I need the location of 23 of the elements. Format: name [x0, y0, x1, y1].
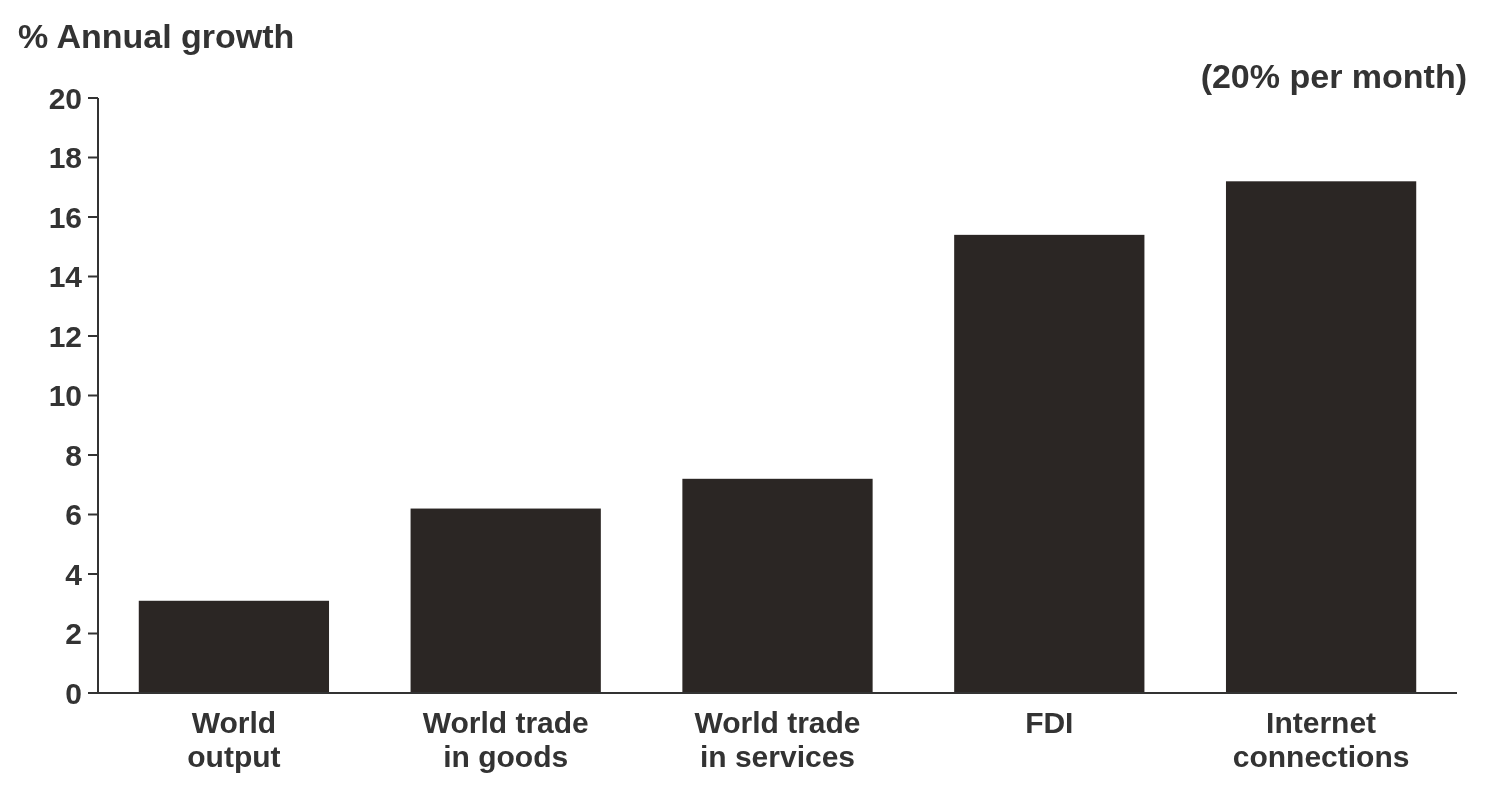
bar [138, 600, 330, 693]
y-tick-label: 20 [48, 81, 82, 115]
bar [410, 508, 601, 693]
y-tick-label: 18 [48, 141, 82, 174]
y-tick-label: 10 [48, 379, 82, 412]
x-tick-label: World trade in services [694, 706, 861, 773]
y-tick-label: 6 [65, 498, 82, 531]
y-tick-label: 8 [65, 438, 82, 472]
x-tick-label: Internet connections [1232, 706, 1410, 773]
y-tick-label: 2 [65, 617, 82, 650]
y-tick-label: 0 [65, 676, 82, 710]
y-tick-label: 14 [48, 260, 83, 293]
bar [1225, 181, 1417, 693]
y-axis-title: % Annual growth [18, 17, 295, 55]
bar [682, 478, 873, 693]
y-tick-label: 16 [48, 200, 82, 234]
x-tick-label: FDI [1025, 706, 1074, 739]
y-tick-label: 12 [48, 319, 82, 353]
x-tick-label: World trade in goods [422, 706, 589, 773]
x-tick-label: World output [187, 706, 281, 773]
y-tick-label: 4 [65, 557, 83, 591]
text: (20% per month) [1200, 57, 1467, 95]
bar [954, 234, 1145, 693]
